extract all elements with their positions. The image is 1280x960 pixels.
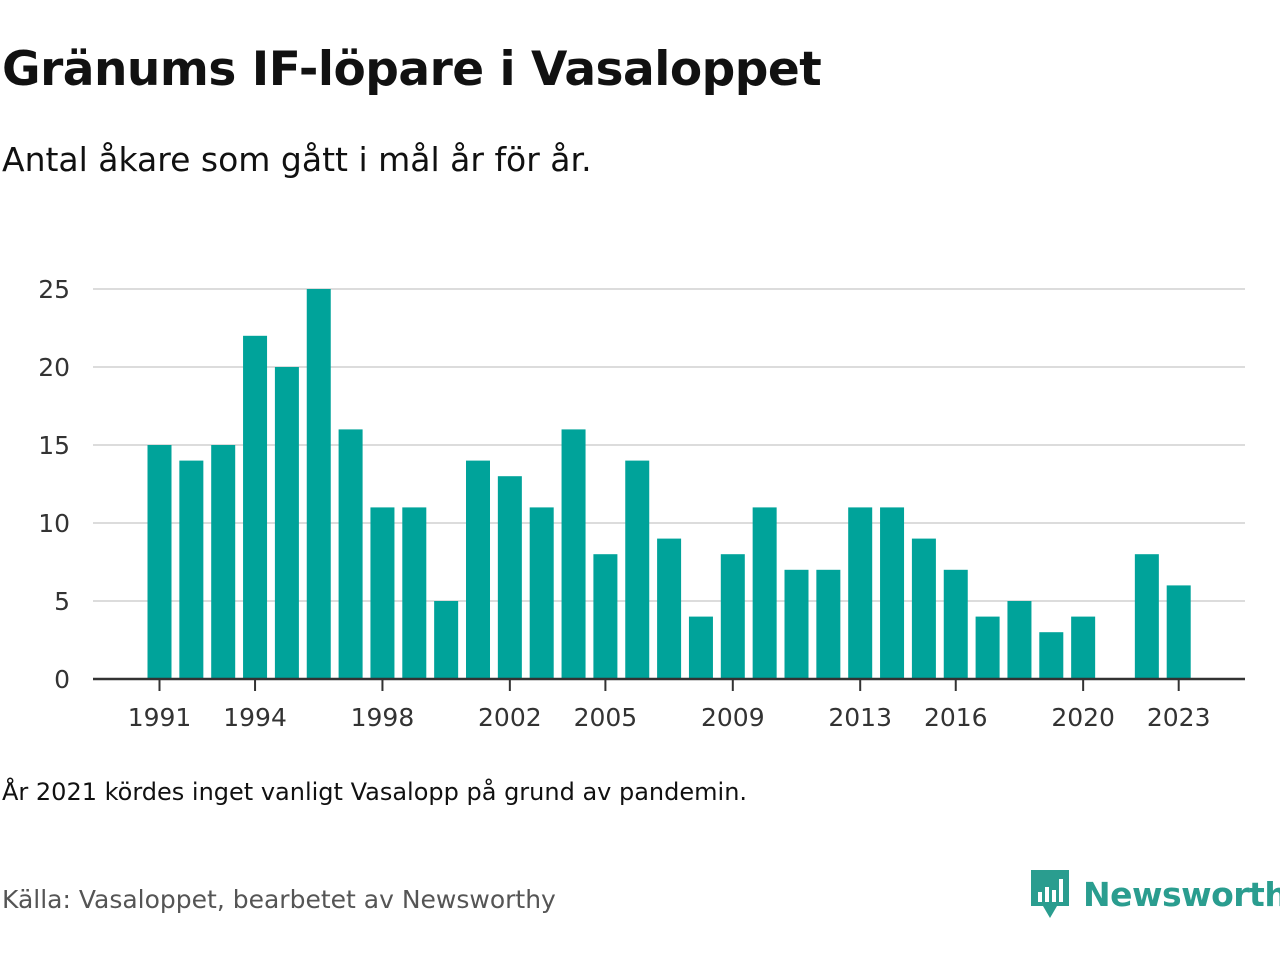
- bar-1998: [370, 507, 395, 679]
- bar-chart: 0 5 10 15 20 25 1991 1994 1998 2002 2005 2009 2013 2…: [38, 275, 1245, 732]
- bar-2010: [752, 507, 777, 679]
- y-tick-label: 10: [38, 509, 70, 538]
- y-tick-label: 15: [38, 431, 70, 460]
- x-tick-label: 2005: [574, 703, 638, 732]
- bar-2004: [561, 429, 586, 679]
- x-tick-label: 2013: [828, 703, 892, 732]
- bar-1996: [306, 289, 331, 679]
- brand-name: Newsworthy: [1083, 874, 1280, 914]
- x-tick-label: 2002: [478, 703, 542, 732]
- bar-2011: [784, 569, 809, 679]
- chart-subtitle: Antal åkare som gått i mål år för år.: [2, 140, 592, 179]
- bar-2018: [1007, 601, 1032, 679]
- bar-2003: [529, 507, 554, 679]
- bar-2017: [975, 616, 1000, 679]
- bar-2008: [688, 616, 713, 679]
- bar-2007: [657, 538, 682, 679]
- newsworthy-bar-chart-icon: [1031, 870, 1069, 918]
- bar-1994: [243, 335, 268, 679]
- bar-2020: [1071, 616, 1096, 679]
- x-tick-label: 2009: [701, 703, 765, 732]
- x-tick-label: 1994: [223, 703, 287, 732]
- bar-2015: [911, 538, 936, 679]
- bar-2013: [848, 507, 873, 679]
- y-tick-label: 5: [54, 587, 70, 616]
- bar-2014: [880, 507, 905, 679]
- bar-2016: [943, 569, 968, 679]
- bar-2002: [497, 476, 522, 679]
- bar-2019: [1039, 632, 1064, 679]
- bar-1999: [402, 507, 427, 679]
- y-tick-label: 25: [38, 275, 70, 304]
- bar-1997: [338, 429, 363, 679]
- x-axis-ticks: [158, 679, 1180, 691]
- y-tick-label: 0: [54, 665, 70, 694]
- bar-2022: [1134, 554, 1159, 679]
- y-axis-tick-labels: 0 5 10 15 20 25: [38, 275, 70, 694]
- bar-1992: [179, 460, 204, 679]
- bars: [147, 289, 1191, 679]
- x-tick-label: 2023: [1147, 703, 1211, 732]
- chart-note: År 2021 kördes inget vanligt Vasalopp på…: [2, 778, 748, 806]
- bar-2006: [625, 460, 650, 679]
- x-axis-tick-labels: 1991 1994 1998 2002 2005 2009 2013 2016 2020 2023: [128, 703, 1211, 732]
- bar-2005: [593, 554, 618, 679]
- bar-2009: [720, 554, 745, 679]
- source-text: Källa: Vasaloppet, bearbetet av Newswort…: [2, 885, 556, 914]
- bar-2012: [816, 569, 841, 679]
- x-tick-label: 2016: [924, 703, 988, 732]
- bar-1991: [147, 445, 172, 679]
- bar-1993: [211, 445, 236, 679]
- x-tick-label: 1991: [128, 703, 192, 732]
- newsworthy-logo: Newsworthy: [1031, 870, 1280, 918]
- bar-2001: [466, 460, 490, 679]
- x-tick-label: 1998: [351, 703, 415, 732]
- x-tick-label: 2020: [1051, 703, 1115, 732]
- y-tick-label: 20: [38, 353, 70, 382]
- bar-1995: [274, 367, 299, 679]
- bar-2000: [434, 601, 459, 679]
- bar-2023: [1166, 585, 1191, 679]
- chart-title: Gränums IF-löpare i Vasaloppet: [2, 42, 822, 97]
